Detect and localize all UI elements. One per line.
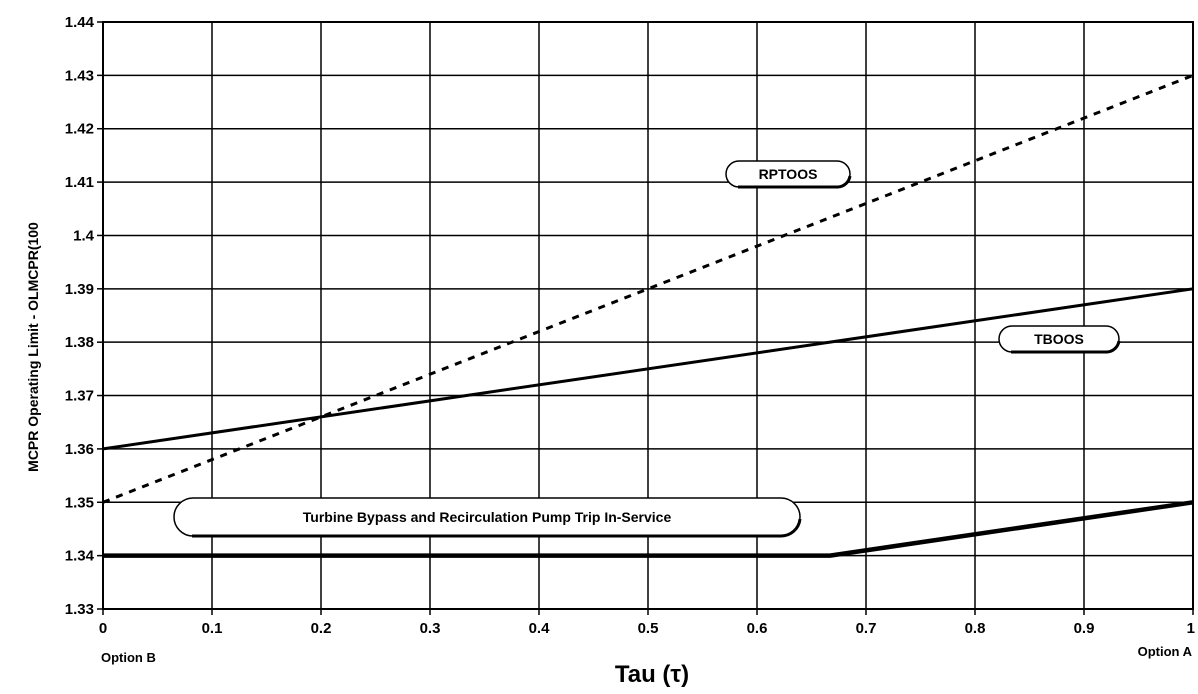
x-tick-label: 0.2 [311, 620, 332, 637]
y-tick-label: 1.34 [65, 548, 95, 565]
y-tick-label: 1.37 [65, 388, 94, 405]
x-tick-label: 0.1 [202, 620, 223, 637]
y-tick-label: 1.35 [65, 494, 94, 511]
annotation-rptoos: RPTOOS [725, 160, 852, 189]
x-tick-label: 0.6 [747, 620, 768, 637]
y-axis-label: MCPR Operating Limit - OLMCPR(100 [25, 222, 41, 472]
annotation-in-service-label: Turbine Bypass and Recirculation Pump Tr… [303, 509, 672, 525]
x-axis-label: Tau (τ) [615, 661, 689, 688]
x-tick-label: 0 [99, 620, 107, 637]
y-tick-labels: 1.33 1.34 1.35 1.36 1.37 1.38 1.39 1.4 1.41 1.42 1… [65, 14, 95, 618]
y-tick-label: 1.36 [65, 441, 94, 458]
x-tick-labels: 0 0.1 0.2 0.3 0.4 0.5 0.6 0.7 0.8 0.9 1 [99, 620, 1195, 637]
y-tick-label: 1.39 [65, 281, 94, 298]
series-line-2 [103, 500, 1194, 558]
x-tick-label: 0.7 [856, 620, 877, 637]
y-tick-label: 1.4 [73, 227, 95, 244]
x-tick-label: 1 [1187, 620, 1195, 637]
y-tick-label: 1.41 [65, 174, 94, 191]
annotation-rptoos-label: RPTOOS [759, 166, 818, 182]
x-tick-label: 0.8 [965, 620, 986, 637]
series-lines [102, 74, 1194, 558]
x-sub-label-left: Option B [101, 650, 156, 665]
y-tick-label: 1.43 [65, 67, 94, 84]
annotation-in-service: Turbine Bypass and Recirculation Pump Tr… [173, 497, 802, 538]
y-tick-label: 1.33 [65, 601, 94, 618]
y-tick-label: 1.44 [65, 14, 95, 31]
x-sub-label-right: Option A [1138, 644, 1193, 659]
x-tick-label: 0.5 [638, 620, 659, 637]
annotation-tboos: TBOOS [998, 325, 1121, 354]
y-tick-label: 1.42 [65, 121, 94, 138]
annotation-tboos-label: TBOOS [1034, 331, 1084, 347]
series-line-1 [102, 287, 1194, 451]
x-tick-label: 0.4 [529, 620, 551, 637]
x-tick-label: 0.9 [1074, 620, 1095, 637]
y-tick-label: 1.38 [65, 334, 94, 351]
x-tick-label: 0.3 [420, 620, 441, 637]
